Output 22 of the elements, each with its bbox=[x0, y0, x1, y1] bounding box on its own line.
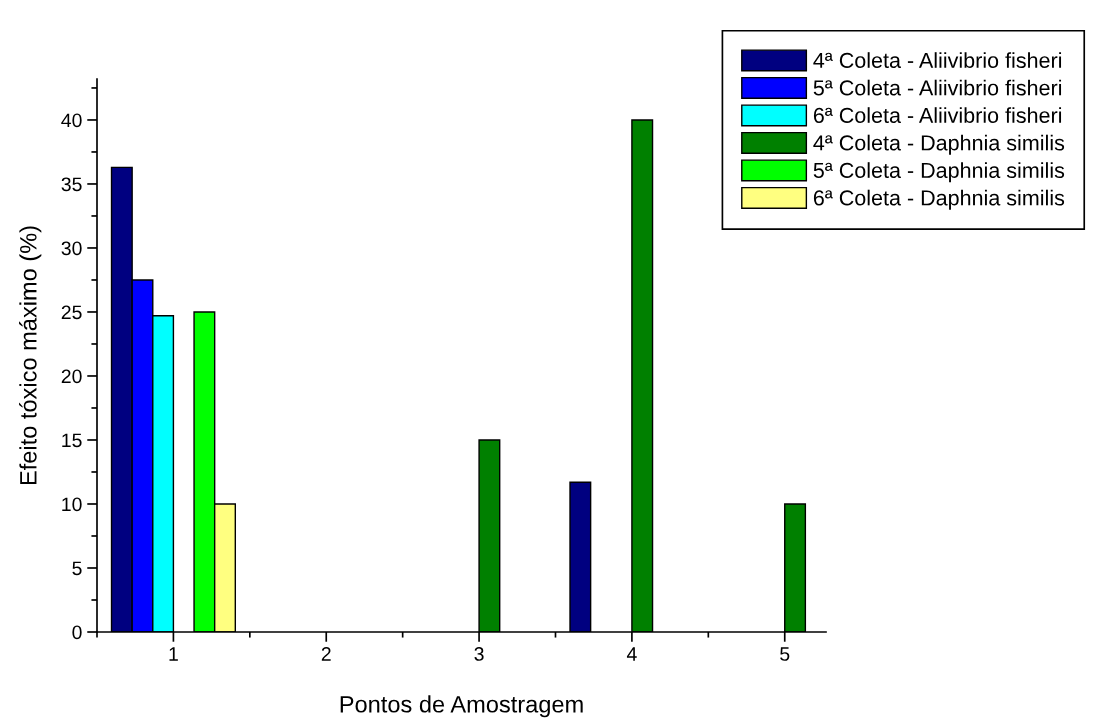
y-tick-label: 15 bbox=[62, 433, 82, 448]
x-tick-label: 5 bbox=[780, 647, 790, 661]
x-tick-label: 4 bbox=[626, 647, 637, 661]
legend-label: 4ª Coleta - Daphnia similis bbox=[813, 134, 1065, 155]
x-axis-title: Pontos de Amostragem bbox=[340, 695, 583, 718]
legend-label: 5ª Coleta - Daphnia similis bbox=[813, 162, 1065, 183]
y-tick-label: 40 bbox=[61, 113, 82, 128]
y-tick-label: 25 bbox=[61, 305, 82, 320]
y-tick-label: 30 bbox=[61, 241, 82, 256]
legend-label: 4ª Coleta - Aliivibrio fisheri bbox=[813, 52, 1062, 68]
y-tick-label: 35 bbox=[61, 177, 82, 192]
y-axis-title: Efeito tóxico máximo (%) bbox=[19, 226, 42, 485]
legend-label: 5ª Coleta - Aliivibrio fisheri bbox=[813, 79, 1062, 96]
legend-label: 6ª Coleta - Aliivibrio fisheri bbox=[813, 107, 1062, 124]
x-tick-label: 1 bbox=[169, 647, 178, 661]
x-tick-label: 3 bbox=[474, 647, 484, 661]
x-tick-label: 2 bbox=[321, 647, 331, 661]
legend-label: 6ª Coleta - Daphnia similis bbox=[813, 189, 1065, 210]
y-tick-label: 5 bbox=[72, 561, 82, 576]
y-tick-label: 0 bbox=[72, 625, 82, 640]
y-tick-label: 10 bbox=[62, 497, 82, 512]
y-tick-label: 20 bbox=[61, 369, 82, 384]
